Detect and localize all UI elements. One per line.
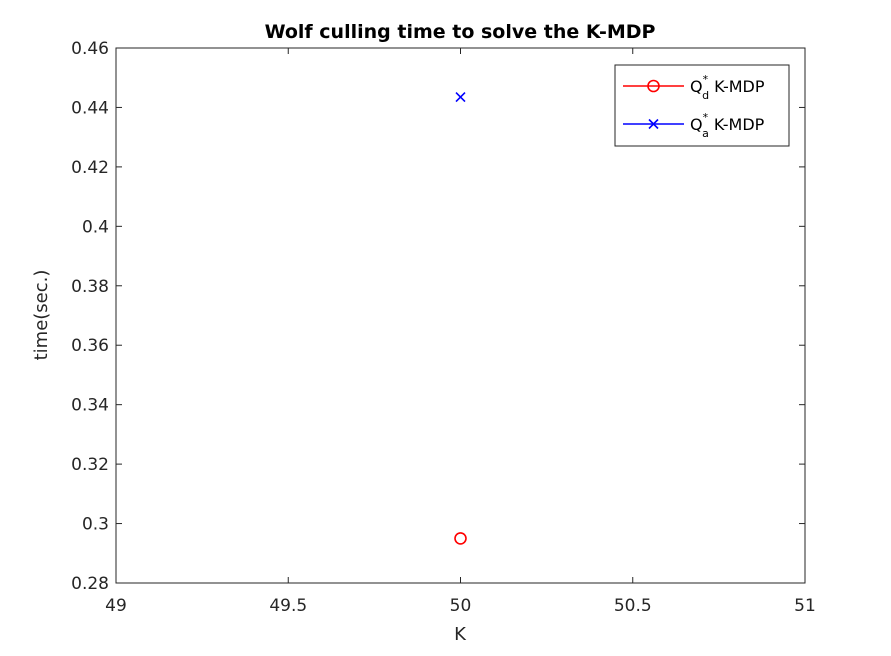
legend-box [614, 64, 790, 147]
y-tick-label: 0.42 [71, 158, 109, 178]
y-tick-label: 0.44 [71, 98, 109, 118]
legend-marker-1 [647, 79, 660, 93]
y-axis-ticks: 0.28 0.3 0.32 0.34 0.36 0.38 0.4 0.42 0.44 0.46 [71, 39, 805, 594]
legend: Q* d K-MDP Q* a K-MDP [614, 64, 790, 147]
chart-title: Wolf culling time to solve the K-MDP [265, 21, 656, 43]
legend-marker-2 [648, 118, 659, 130]
y-tick-label: 0.46 [71, 39, 109, 59]
x-tick-label: 49 [105, 596, 127, 616]
y-tick-label: 0.38 [71, 277, 109, 297]
data-point-series-1 [454, 532, 467, 545]
x-tick-label: 50 [450, 596, 472, 616]
y-tick-label: 0.4 [82, 217, 109, 237]
x-tick-label: 49.5 [269, 596, 307, 616]
data-point-series-2 [455, 91, 466, 103]
y-tick-label: 0.34 [71, 396, 109, 416]
y-tick-label: 0.28 [71, 574, 109, 594]
x-tick-label: 50.5 [614, 596, 652, 616]
x-tick-label: 51 [794, 596, 816, 616]
y-tick-label: 0.36 [71, 336, 109, 356]
y-tick-label: 0.3 [82, 515, 109, 535]
data-marks [454, 91, 467, 545]
legend-items: Q* d K-MDP Q* a K-MDP [623, 73, 765, 140]
y-axis-label: time(sec.) [31, 270, 52, 361]
x-axis-ticks: 49 49.5 50 50.5 51 [105, 48, 816, 616]
y-tick-label: 0.32 [71, 455, 109, 475]
legend-label-2: Q* a K-MDP [690, 111, 765, 140]
x-axis-label: K [454, 624, 467, 645]
legend-label-1: Q* d K-MDP [690, 73, 765, 102]
